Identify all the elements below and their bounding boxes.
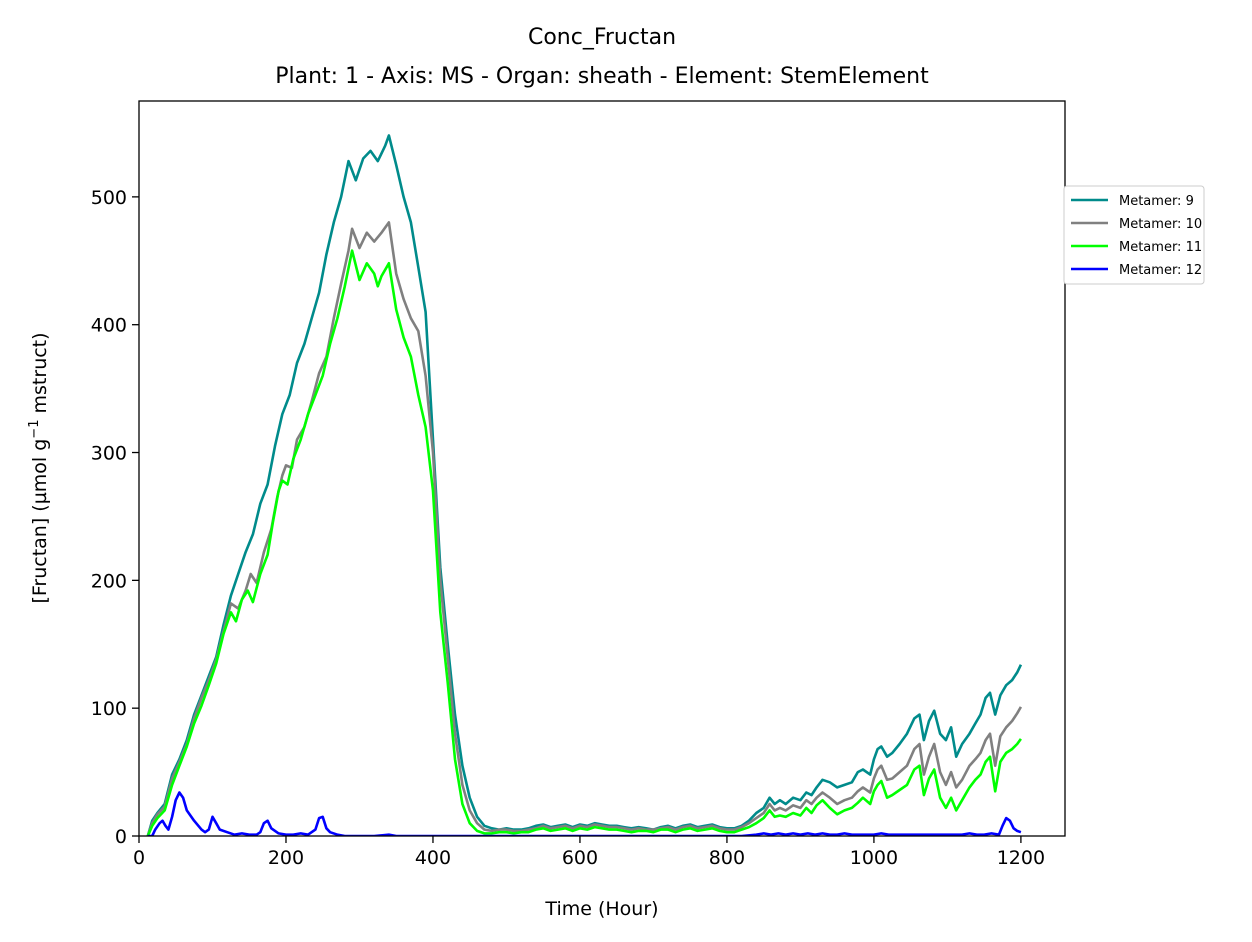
series-line-4 [147, 791, 1022, 836]
legend-label: Metamer: 9 [1119, 194, 1194, 209]
y-axis: 0 100 200 300 400 500 [91, 187, 139, 848]
legend: Metamer: 9 Metamer: 10 Metamer: 11 Metamer:… [1063, 185, 1205, 285]
y-tick-label: 100 [91, 698, 127, 720]
x-tick-label: 0 [133, 847, 145, 869]
legend-label: Metamer: 12 [1119, 263, 1202, 278]
series-lines [146, 134, 1023, 836]
y-tick-label: 0 [115, 826, 127, 848]
y-tick-label: 500 [91, 187, 127, 209]
x-axis: 0 200 400 600 800 1000 1200 [133, 836, 1045, 869]
y-axis-label-post: mstruct) [29, 332, 51, 419]
y-axis-label-superscript: −1 [27, 420, 42, 439]
plot-area-frame [138, 100, 1066, 837]
chart-title: Conc_Fructan [528, 25, 676, 50]
y-tick-label: 200 [91, 570, 127, 592]
x-tick-label: 1000 [850, 847, 898, 869]
x-tick-label: 800 [709, 847, 745, 869]
x-tick-label: 600 [562, 847, 598, 869]
y-axis-label-pre: [Fructan] (µmol g [29, 439, 51, 604]
series-line-3 [146, 249, 1022, 836]
legend-label: Metamer: 10 [1119, 217, 1202, 232]
y-axis-label: [Fructan] (µmol g−1 mstruct) [27, 332, 51, 603]
legend-box [1063, 185, 1205, 285]
x-axis-label: Time (Hour) [544, 898, 658, 920]
x-tick-label: 1200 [997, 847, 1045, 869]
y-tick-label: 400 [91, 315, 127, 337]
x-tick-label: 200 [268, 847, 304, 869]
legend-label: Metamer: 11 [1119, 240, 1202, 255]
y-tick-label: 300 [91, 443, 127, 465]
series-line-2 [146, 221, 1023, 836]
x-tick-label: 400 [415, 847, 451, 869]
chart-subtitle: Plant: 1 - Axis: MS - Organ: sheath - El… [275, 64, 929, 89]
